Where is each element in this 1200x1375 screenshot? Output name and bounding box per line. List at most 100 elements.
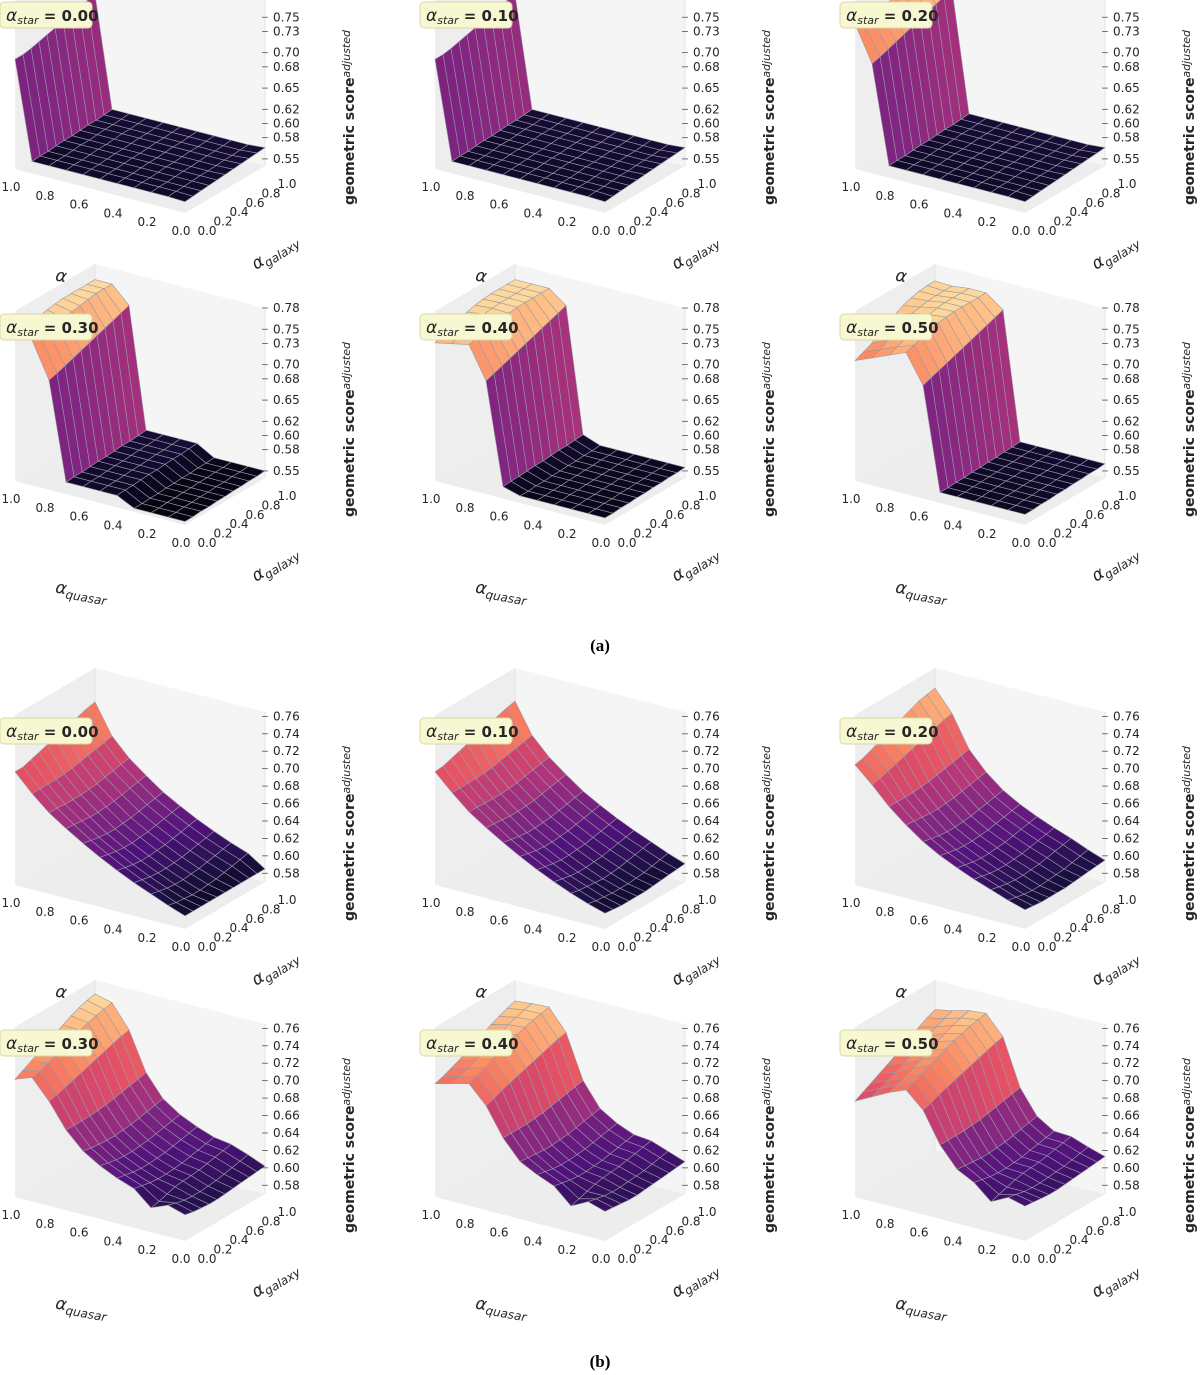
x-tick-label: 0.6 xyxy=(489,510,508,524)
z-tick-label: 0.62 xyxy=(273,831,300,845)
y-axis-label: αgalaxy xyxy=(1088,946,1144,992)
x-tick-label: 0.8 xyxy=(875,189,894,203)
chart-title: αstar = 0.00 xyxy=(6,722,99,743)
surface-cell xyxy=(14,766,41,794)
y-tick-label: 0.4 xyxy=(649,921,668,935)
x-tick-label: 0.8 xyxy=(455,905,474,919)
x-tick-label: 0.4 xyxy=(943,518,962,532)
y-tick-label: 0.6 xyxy=(665,912,684,926)
z-tick-label: 0.62 xyxy=(693,1143,720,1157)
z-tick-label: 0.68 xyxy=(273,60,300,74)
title-box xyxy=(419,1029,513,1057)
x-axis-label: αquasar xyxy=(893,578,949,609)
z-tick-label: 0.70 xyxy=(273,762,300,776)
z-tick-label: 0.74 xyxy=(1113,1039,1140,1053)
chart-title: αstar = 0.20 xyxy=(846,722,939,743)
y-tick-label: 0.8 xyxy=(681,902,700,916)
z-tick-label: 0.76 xyxy=(1113,1021,1140,1035)
z-tick-label: 0.55 xyxy=(273,464,300,478)
y-tick-label: 0.2 xyxy=(1053,1243,1072,1257)
title-box xyxy=(419,1,513,29)
y-tick-label: 0.6 xyxy=(665,508,684,522)
y-tick-label: 0.2 xyxy=(213,527,232,541)
surface-cell xyxy=(14,54,41,162)
y-tick-label: 1.0 xyxy=(277,1205,296,1219)
x-tick-label: 0.8 xyxy=(875,905,894,919)
z-tick-label: 0.68 xyxy=(693,1091,720,1105)
x-tick-label: 1.0 xyxy=(421,896,440,910)
y-tick-label: 0.0 xyxy=(617,536,636,550)
y-axis-label: αgalaxy xyxy=(248,1258,304,1304)
z-tick-label: 0.60 xyxy=(693,429,720,443)
x-tick-label: 0.4 xyxy=(103,518,122,532)
z-tick-label: 0.78 xyxy=(273,301,300,315)
z-tick-label: 0.65 xyxy=(693,81,720,95)
y-tick-label: 0.0 xyxy=(197,224,216,238)
z-tick-label: 0.58 xyxy=(693,866,720,880)
y-tick-label: 0.6 xyxy=(665,196,684,210)
y-axis-label: αgalaxy xyxy=(248,230,304,276)
x-tick-label: 0.2 xyxy=(557,1243,576,1257)
z-axis-label: geometric scoreadjusted xyxy=(1180,745,1198,921)
z-axis-label: geometric scoreadjusted xyxy=(760,341,778,517)
x-tick-label: 0.2 xyxy=(137,931,156,945)
z-tick-label: 0.68 xyxy=(1113,60,1140,74)
title-box xyxy=(839,717,933,745)
x-tick-label: 0.6 xyxy=(909,914,928,928)
x-tick-label: 0.2 xyxy=(557,215,576,229)
z-tick-label: 0.64 xyxy=(1113,814,1140,828)
z-tick-label: 0.65 xyxy=(273,393,300,407)
y-axis-label: αgalaxy xyxy=(668,946,724,992)
z-tick-label: 0.78 xyxy=(1113,0,1140,3)
z-tick-label: 0.70 xyxy=(693,358,720,372)
x-tick-label: 0.4 xyxy=(943,1234,962,1248)
z-tick-label: 0.70 xyxy=(693,1074,720,1088)
y-tick-label: 1.0 xyxy=(1117,177,1136,191)
z-tick-label: 0.66 xyxy=(1113,1109,1140,1123)
z-tick-label: 0.74 xyxy=(1113,727,1140,741)
z-tick-label: 0.60 xyxy=(693,849,720,863)
x-tick-label: 0.4 xyxy=(103,1234,122,1248)
z-tick-label: 0.76 xyxy=(693,709,720,723)
y-tick-label: 0.4 xyxy=(229,517,248,531)
x-axis-label: αquasar xyxy=(53,578,109,609)
z-tick-label: 0.58 xyxy=(693,131,720,145)
z-tick-label: 0.70 xyxy=(273,1074,300,1088)
y-tick-label: 0.4 xyxy=(1069,921,1088,935)
surface-cell xyxy=(854,349,881,362)
x-tick-label: 1.0 xyxy=(841,492,860,506)
z-tick-label: 0.55 xyxy=(1113,152,1140,166)
chart-title: αstar = 0.10 xyxy=(426,722,519,743)
x-tick-label: 0.0 xyxy=(171,940,190,954)
z-tick-label: 0.62 xyxy=(273,1143,300,1157)
y-tick-label: 0.0 xyxy=(617,940,636,954)
z-tick-label: 0.73 xyxy=(273,24,300,38)
z-tick-label: 0.62 xyxy=(1113,414,1140,428)
title-box xyxy=(0,1029,93,1057)
y-tick-label: 0.8 xyxy=(261,186,280,200)
z-tick-label: 0.58 xyxy=(273,1178,300,1192)
z-tick-label: 0.62 xyxy=(1113,831,1140,845)
y-tick-label: 0.8 xyxy=(1101,902,1120,916)
z-axis-label: geometric scoreadjusted xyxy=(1180,29,1198,205)
chart-title: αstar = 0.30 xyxy=(6,318,99,339)
z-tick-label: 0.68 xyxy=(273,779,300,793)
y-tick-label: 0.2 xyxy=(1053,215,1072,229)
x-tick-label: 0.8 xyxy=(455,189,474,203)
x-tick-label: 0.6 xyxy=(69,510,88,524)
z-tick-label: 0.68 xyxy=(693,372,720,386)
z-tick-label: 0.62 xyxy=(273,414,300,428)
z-tick-label: 0.66 xyxy=(273,1109,300,1123)
z-tick-label: 0.55 xyxy=(273,152,300,166)
y-tick-label: 0.8 xyxy=(681,1214,700,1228)
x-tick-label: 0.2 xyxy=(977,1243,996,1257)
z-tick-label: 0.58 xyxy=(1113,1178,1140,1192)
z-tick-label: 0.68 xyxy=(1113,372,1140,386)
z-tick-label: 0.72 xyxy=(273,744,300,758)
y-tick-label: 0.6 xyxy=(245,196,264,210)
y-tick-label: 1.0 xyxy=(697,1205,716,1219)
x-tick-label: 0.4 xyxy=(523,1234,542,1248)
y-tick-label: 1.0 xyxy=(1117,489,1136,503)
y-tick-label: 0.0 xyxy=(1037,1252,1056,1266)
y-tick-label: 0.0 xyxy=(1037,940,1056,954)
